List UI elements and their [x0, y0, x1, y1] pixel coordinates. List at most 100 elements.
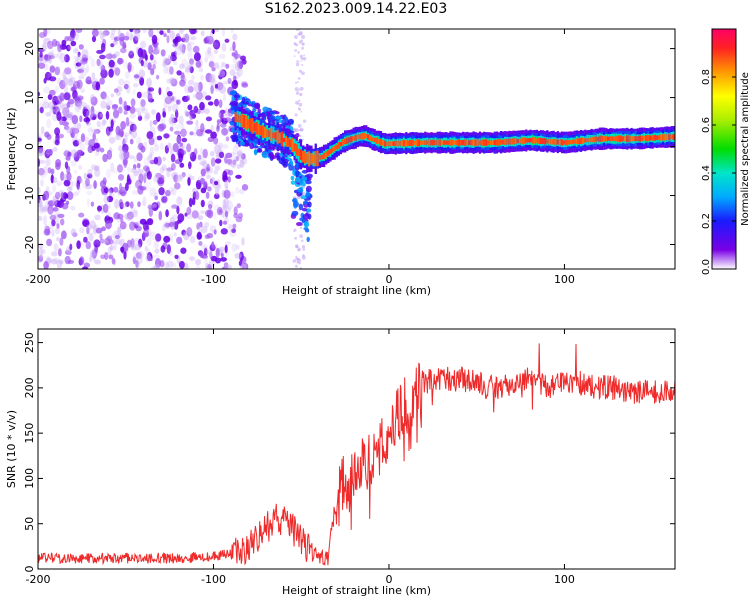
ridge-cell	[432, 139, 435, 146]
noise-cell	[123, 110, 128, 115]
noise-cell	[58, 101, 66, 108]
noise-cell	[93, 239, 101, 248]
ridge-cell	[560, 139, 564, 146]
noise-cell	[166, 260, 174, 268]
noise-cell	[126, 211, 134, 220]
colorbar-label: Normalized spectral amplitude	[740, 72, 750, 226]
ridge-cell	[293, 143, 296, 152]
ridge-cell	[550, 138, 553, 145]
noise-cell	[239, 188, 245, 195]
noise-cell	[76, 102, 82, 110]
ridge-cell	[542, 138, 545, 144]
noise-cell	[139, 186, 147, 191]
noise-cell	[112, 40, 117, 47]
noise-cell	[175, 124, 182, 131]
noise-cell	[205, 95, 212, 101]
noise-cell	[130, 244, 135, 250]
noise-cell	[184, 66, 189, 73]
ridge-cell	[428, 139, 431, 146]
ridge-cell	[363, 132, 366, 140]
noise-cell	[138, 104, 146, 112]
noise-cell	[132, 190, 140, 195]
noise-cell	[147, 237, 152, 247]
y-tick-label: 150	[23, 423, 36, 444]
noise-cell	[299, 94, 302, 97]
noise-cell	[113, 240, 118, 251]
noise-cell	[166, 35, 170, 44]
noise-cell	[105, 168, 112, 178]
noise-cell	[161, 164, 167, 171]
noise-cell	[126, 214, 133, 221]
ridge-cell	[556, 139, 559, 145]
noise-cell	[152, 63, 156, 70]
noise-cell	[169, 66, 174, 75]
noise-cell	[218, 142, 223, 149]
noise-cell	[206, 209, 214, 219]
noise-cell	[303, 54, 305, 56]
noise-cell	[64, 54, 70, 63]
ridge-cell	[655, 135, 658, 140]
transition-cell	[276, 155, 281, 161]
noise-cell	[72, 80, 81, 89]
noise-cell	[60, 171, 65, 181]
noise-cell	[152, 203, 158, 208]
figure-title: S162.2023.009.14.22.E03	[264, 1, 448, 17]
noise-cell	[91, 128, 99, 134]
ridge-cell	[529, 138, 532, 143]
noise-cell	[215, 158, 222, 164]
noise-cell	[187, 86, 194, 93]
ridge-cell	[464, 139, 467, 146]
noise-cell	[72, 140, 80, 147]
transition-cell	[274, 116, 282, 120]
noise-cell	[224, 244, 228, 254]
noise-cell	[298, 261, 301, 265]
noise-cell	[185, 95, 191, 102]
noise-cell	[214, 144, 222, 155]
noise-cell	[139, 218, 147, 225]
noise-cell	[232, 223, 237, 229]
noise-cell	[236, 149, 244, 159]
noise-cell	[38, 186, 41, 195]
noise-cell	[126, 174, 130, 182]
noise-cell	[222, 170, 228, 181]
ridge-cell	[424, 140, 427, 145]
noise-cell	[214, 193, 220, 200]
noise-cell	[187, 104, 193, 111]
noise-cell	[91, 35, 97, 43]
noise-cell	[233, 206, 238, 215]
transition-cell	[303, 200, 309, 205]
noise-cell	[108, 68, 114, 78]
noise-cell	[292, 128, 297, 133]
noise-cell	[298, 40, 303, 44]
noise-cell	[79, 115, 83, 123]
ridge-cell	[592, 136, 595, 143]
noise-cell	[76, 54, 81, 63]
noise-cell	[109, 245, 116, 251]
noise-cell	[66, 171, 72, 182]
noise-cell	[114, 234, 120, 240]
noise-cell	[140, 40, 147, 49]
noise-cell	[236, 203, 241, 209]
noise-cell	[113, 237, 117, 245]
noise-cell	[100, 100, 107, 109]
ridge-cell	[367, 134, 370, 140]
x-tick-label: -100	[201, 573, 226, 586]
noise-cell	[169, 249, 173, 256]
noise-cell	[232, 145, 238, 155]
ridge-cell	[514, 138, 517, 145]
noise-cell	[66, 187, 73, 192]
ridge-cell	[605, 136, 608, 142]
noise-cell	[197, 154, 202, 160]
noise-cell	[202, 148, 208, 159]
noise-cell	[52, 199, 58, 206]
noise-cell	[68, 76, 75, 83]
noise-cell	[72, 232, 78, 238]
noise-cell	[226, 200, 234, 211]
noise-cell	[61, 103, 68, 111]
ridge-cell	[567, 140, 570, 145]
colorbar-tick-label: 0.4	[701, 165, 712, 181]
noise-cell	[166, 65, 172, 75]
noise-cell	[82, 219, 90, 227]
noise-cell	[171, 52, 176, 57]
noise-cell	[209, 166, 213, 174]
